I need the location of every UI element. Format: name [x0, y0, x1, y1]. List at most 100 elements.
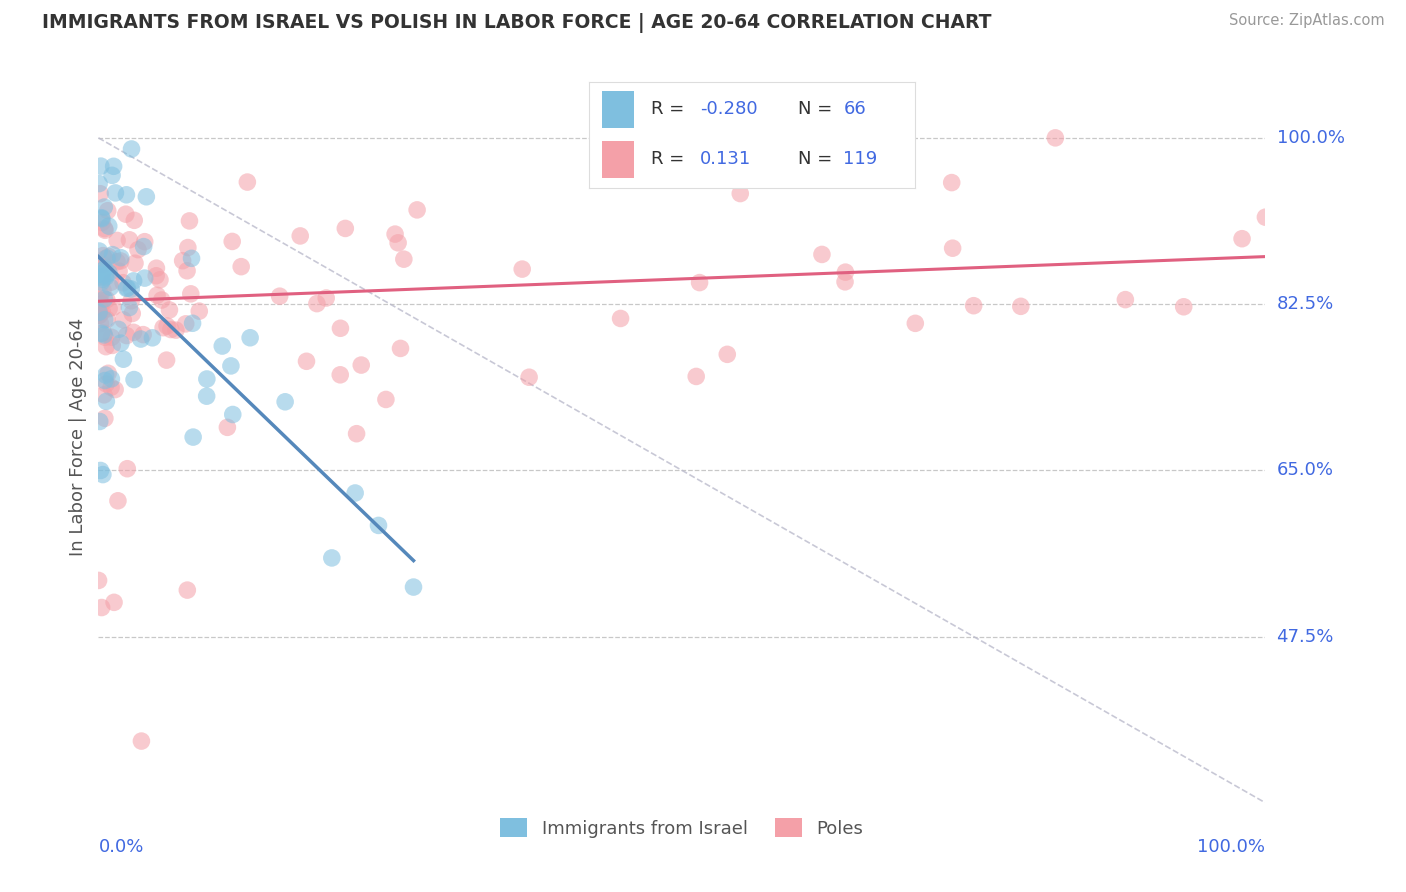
- Point: [98, 266, 121, 280]
- Point: [367, 518, 389, 533]
- Point: [87, 177, 110, 191]
- Point: [689, 276, 711, 290]
- Text: 47.5%: 47.5%: [1277, 628, 1334, 646]
- Point: [110, 251, 132, 265]
- Point: [114, 207, 136, 221]
- Point: [89, 317, 111, 331]
- Point: [94, 261, 117, 276]
- Point: [387, 235, 409, 250]
- Legend: Immigrants from Israel, Poles: Immigrants from Israel, Poles: [494, 811, 870, 845]
- Point: [127, 243, 149, 257]
- Point: [91, 272, 114, 286]
- Point: [120, 293, 142, 308]
- Point: [93, 388, 115, 402]
- Point: [132, 327, 155, 342]
- Point: [93, 327, 115, 342]
- Point: [329, 321, 352, 335]
- Point: [211, 339, 233, 353]
- Point: [107, 322, 129, 336]
- Point: [962, 299, 984, 313]
- Point: [176, 264, 198, 278]
- Point: [91, 266, 114, 280]
- Point: [150, 293, 173, 307]
- Point: [89, 415, 111, 429]
- Point: [87, 308, 110, 322]
- Point: [103, 159, 125, 173]
- Point: [231, 260, 253, 274]
- Point: [91, 283, 114, 297]
- Point: [90, 463, 112, 477]
- Point: [91, 467, 114, 482]
- Point: [93, 252, 115, 266]
- Point: [195, 389, 218, 403]
- Point: [101, 247, 124, 261]
- Y-axis label: In Labor Force | Age 20-64: In Labor Force | Age 20-64: [69, 318, 87, 557]
- Point: [236, 175, 259, 189]
- Point: [176, 583, 198, 598]
- Point: [91, 258, 114, 272]
- Point: [104, 186, 127, 200]
- Point: [219, 359, 242, 373]
- Point: [716, 347, 738, 361]
- Point: [344, 486, 367, 500]
- Point: [104, 383, 127, 397]
- Point: [110, 254, 132, 268]
- Point: [145, 261, 167, 276]
- Point: [941, 176, 963, 190]
- Point: [115, 281, 138, 295]
- Point: [101, 301, 124, 315]
- Point: [609, 311, 631, 326]
- Point: [1114, 293, 1136, 307]
- Point: [101, 338, 124, 352]
- Point: [1230, 232, 1253, 246]
- Point: [108, 264, 131, 278]
- Point: [120, 282, 142, 296]
- Point: [97, 250, 120, 264]
- Point: [96, 394, 118, 409]
- Point: [269, 289, 291, 303]
- Point: [94, 223, 117, 237]
- Text: 65.0%: 65.0%: [1277, 461, 1333, 479]
- Point: [89, 293, 111, 307]
- Point: [335, 221, 357, 235]
- Text: 100.0%: 100.0%: [1277, 128, 1344, 147]
- Point: [115, 328, 138, 343]
- Point: [107, 493, 129, 508]
- Point: [98, 301, 121, 316]
- Point: [152, 320, 174, 334]
- Point: [89, 302, 111, 317]
- Point: [134, 235, 156, 249]
- Point: [91, 249, 114, 263]
- Point: [222, 408, 245, 422]
- Point: [94, 411, 117, 425]
- Point: [90, 269, 112, 284]
- Point: [93, 263, 115, 277]
- Point: [295, 354, 318, 368]
- Point: [811, 247, 834, 261]
- Point: [100, 330, 122, 344]
- Point: [94, 374, 117, 388]
- Point: [90, 600, 112, 615]
- Point: [149, 273, 172, 287]
- Point: [89, 186, 111, 201]
- Point: [402, 580, 425, 594]
- Point: [124, 256, 146, 270]
- Point: [221, 235, 243, 249]
- Point: [122, 274, 145, 288]
- Point: [165, 323, 187, 337]
- Point: [329, 368, 352, 382]
- Point: [181, 430, 204, 444]
- Point: [134, 271, 156, 285]
- Point: [117, 281, 139, 295]
- Point: [94, 368, 117, 382]
- Point: [87, 267, 110, 281]
- Point: [239, 331, 262, 345]
- Point: [129, 332, 152, 346]
- Point: [87, 305, 110, 319]
- Point: [146, 288, 169, 302]
- Point: [93, 312, 115, 326]
- Point: [100, 275, 122, 289]
- Point: [305, 296, 328, 310]
- Point: [181, 316, 204, 330]
- Point: [87, 306, 110, 320]
